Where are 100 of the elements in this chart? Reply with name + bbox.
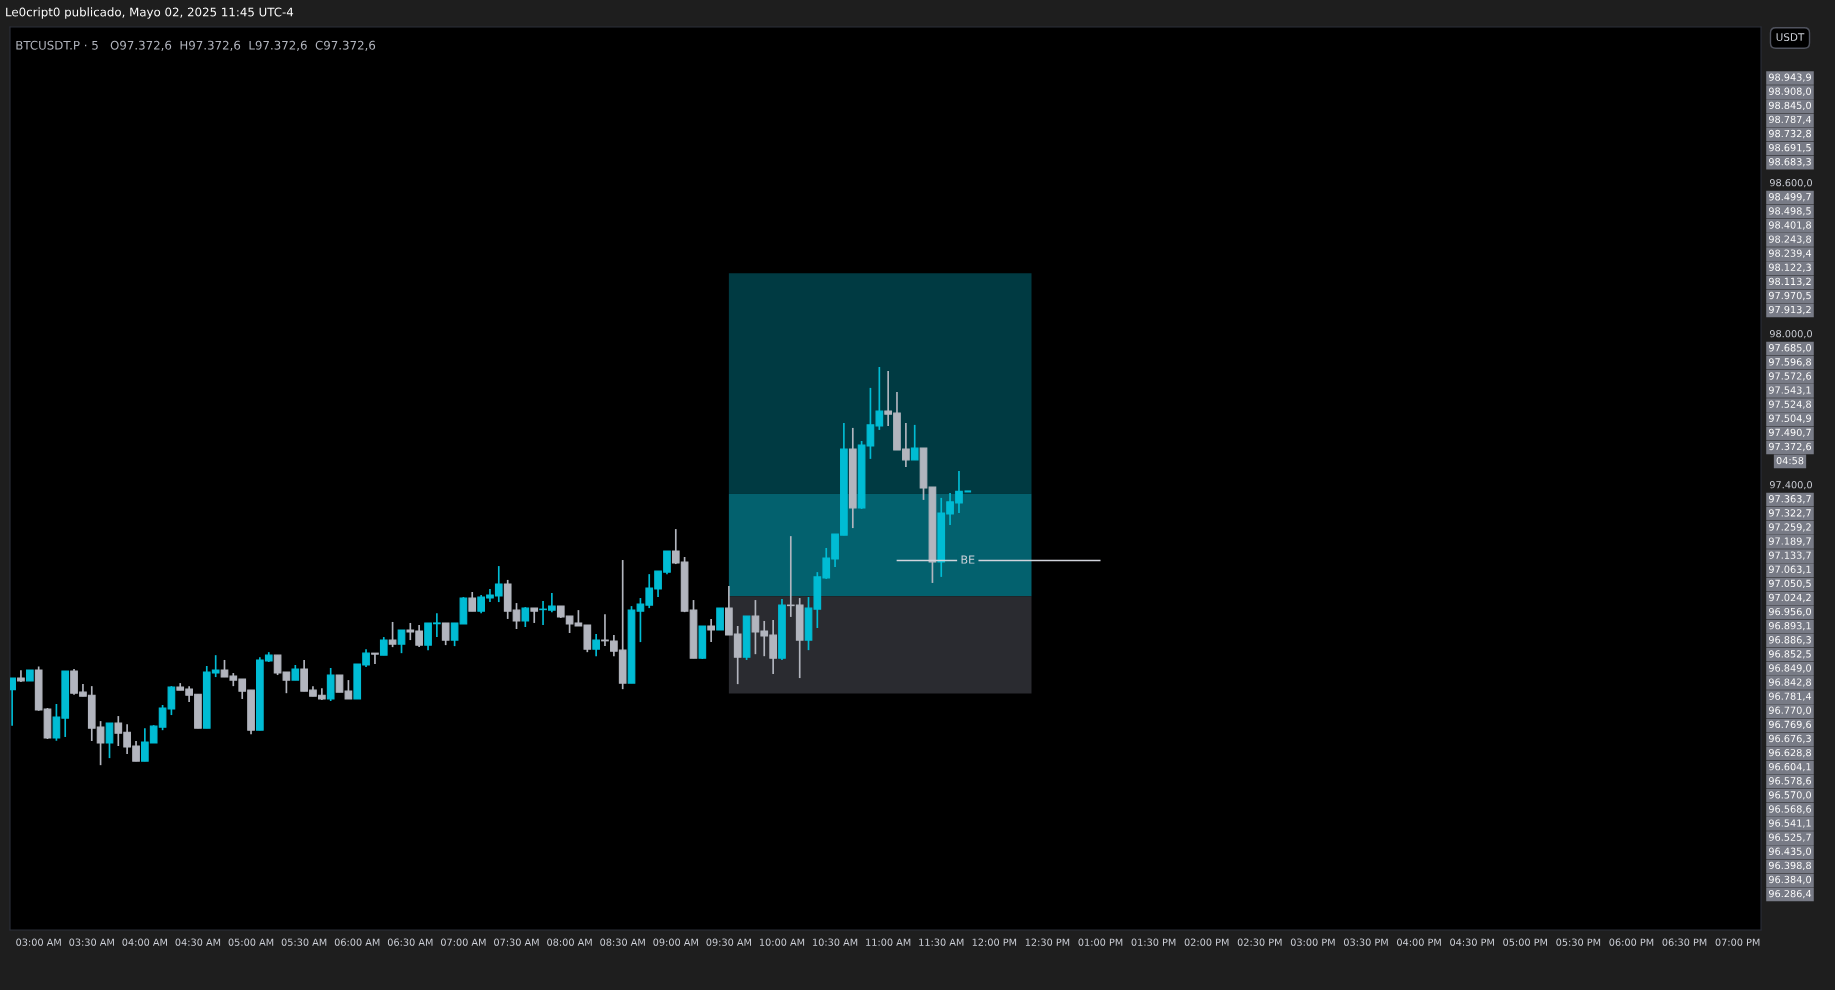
- text: 96.398,8: [1768, 861, 1811, 871]
- text: 97.596,8: [1768, 358, 1811, 367]
- text: 97.970,5: [1768, 291, 1811, 301]
- text: 98.943,9: [1768, 73, 1811, 82]
- candlestick: [105, 722, 114, 759]
- x-tick-label: 06:00 PM: [1609, 938, 1654, 946]
- x-tick-label: 06:00 AM: [334, 938, 380, 946]
- text: 97.063,1: [1768, 565, 1811, 574]
- text: 97.524,8: [1768, 400, 1811, 409]
- candlestick: [371, 652, 379, 665]
- text: 98.498,5: [1768, 207, 1811, 216]
- x-tick-label: 11:30 AM: [919, 938, 964, 946]
- candlestick: [910, 424, 919, 461]
- x-tick-label: 03:00 AM: [16, 938, 61, 946]
- x-tick-label: 03:30 AM: [69, 938, 114, 946]
- text: 97.372,6: [1768, 442, 1812, 452]
- candlestick: [397, 629, 406, 654]
- x-tick-label: 05:30 AM: [281, 938, 327, 946]
- text: 98.787,4: [1768, 115, 1812, 125]
- text: 97.024,2: [1768, 593, 1811, 603]
- candlestick: [326, 667, 335, 702]
- text: 96.676,3: [1768, 734, 1811, 744]
- y-tick-label: 98.600,0: [1769, 179, 1812, 188]
- candlestick: [592, 633, 600, 658]
- text: 97.133,7: [1768, 551, 1811, 560]
- text: 98.122,3: [1768, 263, 1811, 272]
- text: 98.401,8: [1768, 221, 1811, 230]
- x-tick-label: 07:00 PM: [1715, 938, 1760, 946]
- y-tick-label: 97.400,0: [1769, 481, 1812, 490]
- text: 98.239,4: [1768, 249, 1812, 258]
- x-tick-label: 02:30 PM: [1237, 938, 1282, 946]
- x-tick-label: 11:00 AM: [866, 938, 911, 946]
- text: 97.572,6: [1768, 372, 1812, 381]
- x-tick-label: 04:00 PM: [1397, 938, 1441, 946]
- text: 98.683,3: [1768, 158, 1811, 167]
- text: 97.913,2: [1768, 305, 1811, 315]
- candlestick: [521, 606, 530, 628]
- text: 96.604,1: [1768, 763, 1811, 772]
- text: BTCUSDT.P · 5 O97.372,6 H97.372,6 L97.372,6 C97.372,6: [16, 40, 376, 51]
- x-tick-label: 04:30 AM: [175, 938, 221, 946]
- x-tick-label: 09:00 AM: [653, 938, 698, 946]
- text: 96.541,1: [1768, 819, 1811, 828]
- text: 98.113,2: [1768, 277, 1811, 287]
- candlestick: [379, 636, 388, 657]
- text: 96.852,5: [1768, 650, 1811, 659]
- text: 96.769,6: [1768, 720, 1812, 730]
- text: 96.842,8: [1768, 678, 1811, 687]
- text: 98.243,8: [1768, 235, 1811, 244]
- x-tick-label: 05:30 PM: [1556, 938, 1601, 946]
- text: 96.286,4: [1768, 889, 1812, 899]
- text: 97.050,5: [1768, 579, 1811, 589]
- x-tick-label: 08:00 AM: [547, 938, 592, 946]
- text: 96.781,4: [1768, 692, 1812, 701]
- x-tick-label: 10:00 AM: [759, 938, 805, 946]
- text: 96.525,7: [1768, 833, 1811, 842]
- text: 96.568,6: [1768, 805, 1812, 814]
- text: 96.628,8: [1768, 748, 1811, 758]
- x-tick-label: 04:30 PM: [1450, 938, 1494, 946]
- text: 97.189,7: [1768, 537, 1811, 546]
- x-tick-label: 07:30 AM: [494, 938, 539, 946]
- text: 98.691,5: [1768, 143, 1811, 153]
- text: 96.770,0: [1768, 706, 1811, 715]
- text: 97.363,7: [1768, 495, 1811, 504]
- text: 97.259,2: [1768, 523, 1811, 532]
- candlestick: [707, 618, 715, 643]
- text: 96.893,1: [1768, 622, 1811, 631]
- x-tick-label: 01:00 PM: [1078, 938, 1123, 946]
- text: 96.886,3: [1768, 636, 1811, 645]
- candlestick: [388, 621, 397, 648]
- x-tick-label: 09:30 AM: [706, 938, 751, 946]
- x-tick-label: 01:30 PM: [1131, 938, 1176, 946]
- y-axis-title: USDT: [1776, 33, 1805, 42]
- candlestick: [441, 622, 450, 646]
- text: 96.849,0: [1768, 664, 1811, 673]
- x-tick-label: 04:00 AM: [122, 938, 167, 946]
- x-tick-label: 07:00 AM: [440, 938, 486, 946]
- candlestick: [716, 607, 724, 631]
- x-tick-label: 12:30 PM: [1025, 938, 1070, 946]
- x-tick-label: 06:30 PM: [1662, 938, 1707, 946]
- candlestick: [468, 591, 477, 612]
- y-tick-label: 98.000,0: [1769, 330, 1812, 339]
- text: 97.322,7: [1768, 509, 1811, 518]
- text: 96.435,0: [1768, 847, 1811, 856]
- x-tick-label: 12:00 PM: [972, 938, 1017, 946]
- text: 98.499,7: [1768, 193, 1811, 202]
- text: 97.685,0: [1768, 344, 1811, 353]
- text: 96.956,0: [1768, 607, 1811, 617]
- text: 96.384,0: [1768, 875, 1811, 885]
- text: 04:58: [1776, 456, 1804, 465]
- text: 97.490,7: [1768, 428, 1811, 438]
- x-tick-label: 05:00 AM: [228, 938, 274, 946]
- text: 96.578,6: [1768, 777, 1812, 786]
- x-tick-label: 03:00 PM: [1290, 938, 1335, 946]
- text: 97.543,1: [1768, 386, 1811, 395]
- text: 98.908,0: [1768, 87, 1811, 96]
- x-tick-label: 02:00 PM: [1184, 938, 1229, 946]
- ref-line-label: BE: [961, 555, 975, 564]
- x-tick-label: 06:30 AM: [387, 938, 433, 946]
- x-tick-label: 03:30 PM: [1343, 938, 1388, 946]
- x-tick-label: 10:30 AM: [813, 938, 858, 946]
